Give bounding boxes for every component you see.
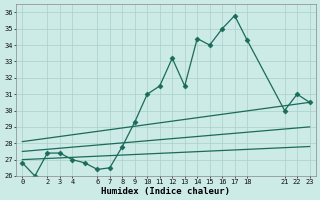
X-axis label: Humidex (Indice chaleur): Humidex (Indice chaleur) bbox=[101, 187, 230, 196]
